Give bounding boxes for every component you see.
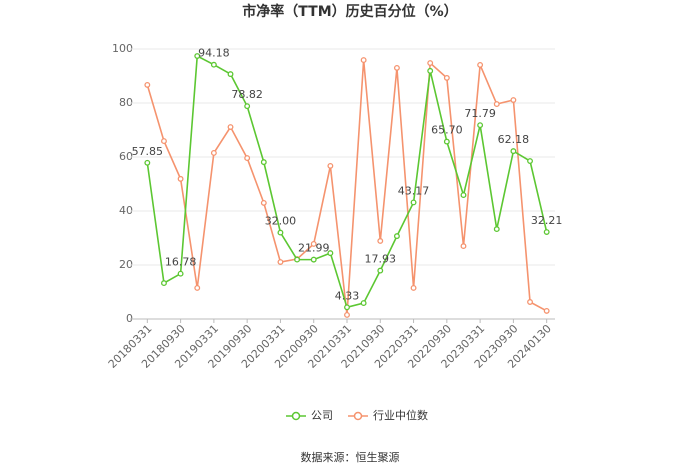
point: [161, 138, 167, 145]
point: [277, 229, 284, 236]
point: [410, 285, 417, 291]
y-tick-label: 80: [119, 96, 133, 109]
point: [344, 304, 350, 311]
point: [144, 159, 151, 166]
point: [310, 240, 317, 247]
y-tick-label: 0: [126, 312, 133, 325]
data-label: 4.33: [335, 289, 360, 302]
point: [427, 67, 434, 74]
point: [443, 138, 450, 145]
point: [460, 192, 467, 199]
point: [393, 233, 400, 240]
point: [410, 199, 417, 206]
point: [527, 158, 533, 164]
point: [310, 256, 317, 263]
point: [543, 307, 550, 314]
data-label: 17.93: [365, 253, 397, 266]
data-label: 43.17: [398, 184, 430, 197]
point: [377, 238, 384, 244]
point: [510, 97, 517, 103]
point: [493, 101, 500, 108]
data-label: 32.00: [265, 215, 297, 228]
point: [277, 259, 284, 265]
data-label: 62.18: [498, 133, 530, 146]
point: [260, 199, 267, 206]
legend-label: 公司: [311, 409, 333, 422]
data-label: 65.70: [431, 124, 463, 137]
point: [477, 122, 484, 129]
point: [327, 250, 334, 257]
data-label: 78.82: [231, 88, 263, 101]
point: [360, 300, 367, 307]
point: [177, 270, 184, 277]
point: [493, 226, 500, 233]
legend-marker: [291, 411, 301, 421]
data-label: 57.85: [132, 145, 164, 158]
point: [194, 285, 201, 291]
point: [460, 243, 467, 250]
data-label: 21.99: [298, 242, 330, 255]
data-label: 71.79: [464, 107, 496, 120]
point: [161, 280, 167, 287]
point: [510, 148, 517, 155]
point: [360, 57, 367, 64]
point: [244, 103, 251, 110]
point: [144, 81, 151, 88]
point: [260, 159, 267, 166]
point: [227, 71, 234, 78]
point: [477, 61, 484, 68]
point: [177, 175, 184, 182]
point: [344, 312, 350, 318]
point: [393, 64, 400, 71]
point: [227, 124, 234, 130]
point: [327, 162, 334, 169]
point: [194, 53, 201, 59]
point: [543, 229, 550, 235]
series-line: [146, 54, 548, 309]
legend-marker: [353, 411, 363, 421]
point: [427, 60, 434, 66]
point: [527, 299, 533, 305]
chart-title: 市净率（TTM）历史百分位（%）: [242, 3, 457, 20]
point: [244, 155, 251, 162]
point: [210, 149, 217, 156]
y-tick-label: 20: [119, 258, 133, 271]
y-tick-label: 60: [119, 150, 133, 163]
source: 数据来源：恒生聚源: [301, 450, 400, 464]
data-label: 94.18: [198, 47, 230, 60]
point: [294, 256, 301, 263]
point: [443, 74, 450, 81]
point: [377, 267, 384, 274]
data-label: 16.78: [165, 256, 197, 269]
y-tick-label: 100: [112, 42, 133, 55]
legend-label: 行业中位数: [373, 408, 428, 422]
y-tick-label: 40: [119, 204, 133, 217]
point: [210, 61, 217, 68]
series-line: [146, 59, 548, 316]
data-label: 32.21: [531, 214, 563, 227]
